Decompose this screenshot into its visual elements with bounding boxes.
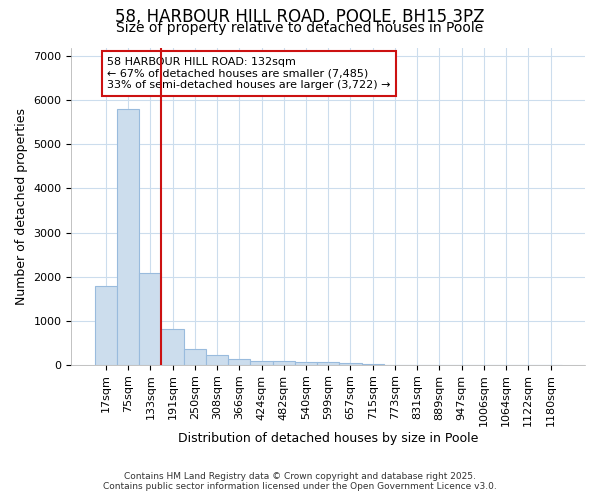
Bar [117,109,139,364]
Text: Contains HM Land Registry data © Crown copyright and database right 2025.: Contains HM Land Registry data © Crown c… [124,472,476,481]
Bar [272,362,295,364]
X-axis label: Distribution of detached houses by size in Poole: Distribution of detached houses by size … [178,432,478,445]
Bar [95,286,117,364]
Text: 58 HARBOUR HILL ROAD: 132sqm
← 67% of detached houses are smaller (7,485)
33% of: 58 HARBOUR HILL ROAD: 132sqm ← 67% of de… [107,57,391,90]
Text: Size of property relative to detached houses in Poole: Size of property relative to detached ho… [116,21,484,35]
Bar [206,355,228,364]
Bar [250,361,272,364]
Bar [161,328,184,364]
Bar [295,362,317,364]
Bar [139,273,161,364]
Bar [317,362,340,364]
Bar [228,360,250,364]
Text: 58, HARBOUR HILL ROAD, POOLE, BH15 3PZ: 58, HARBOUR HILL ROAD, POOLE, BH15 3PZ [115,8,485,26]
Y-axis label: Number of detached properties: Number of detached properties [15,108,28,304]
Text: Contains public sector information licensed under the Open Government Licence v3: Contains public sector information licen… [103,482,497,491]
Bar [184,350,206,364]
